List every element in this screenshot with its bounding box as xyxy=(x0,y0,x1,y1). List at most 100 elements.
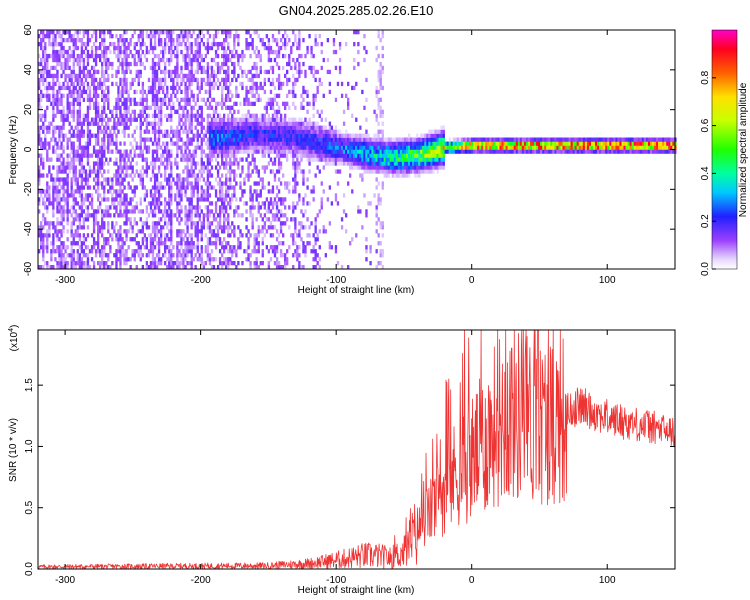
spectrogram-cell xyxy=(279,253,283,258)
spectrogram-cell xyxy=(216,129,220,134)
spectrogram-cell xyxy=(157,65,161,71)
spectrogram-cell xyxy=(170,38,173,43)
spectrogram-cell xyxy=(60,113,63,118)
spectrogram-cell xyxy=(227,249,230,254)
spectrogram-cell xyxy=(170,229,173,234)
spectrogram-cell xyxy=(342,137,346,142)
spectrogram-cell xyxy=(300,93,303,98)
spectrogram-cell xyxy=(379,61,382,67)
spectrogram-cell xyxy=(115,97,118,102)
spectrogram-cell xyxy=(251,225,254,230)
spectrogram-cell xyxy=(184,177,187,182)
spectrogram-cell xyxy=(188,209,191,214)
spectrogram-cell xyxy=(210,157,214,162)
spectrogram-cell xyxy=(316,153,319,158)
spectrogram-cell xyxy=(202,265,206,270)
spectrogram-cell xyxy=(78,193,82,198)
spectrogram-cell xyxy=(72,101,75,106)
spectrogram-cell xyxy=(192,257,195,262)
spectrogram-cell xyxy=(58,205,61,210)
spectrogram-cell xyxy=(279,201,283,206)
spectrogram-cell xyxy=(164,129,167,134)
spectrogram-cell xyxy=(294,38,297,43)
spectrogram-cell xyxy=(115,149,118,154)
spectrogram-cell xyxy=(127,229,130,234)
spectrogram-cell xyxy=(235,121,238,126)
spectrogram-cell xyxy=(271,201,275,206)
spectrogram-cell xyxy=(277,265,281,270)
spectrogram-cell xyxy=(160,42,163,47)
spectrogram-cell xyxy=(135,145,138,150)
spectrogram-cell xyxy=(241,137,244,142)
spectrogram-cell xyxy=(259,117,262,122)
spectrogram-cell xyxy=(103,101,106,106)
spectrogram-cell xyxy=(253,165,256,170)
spectrogram-cell xyxy=(206,69,210,75)
spectrogram-cell xyxy=(182,257,185,262)
spectrogram-cell xyxy=(151,249,155,254)
spectrogram-cell xyxy=(361,165,364,170)
spectrogram-cell xyxy=(312,141,315,146)
spectrogram-cell xyxy=(373,133,376,138)
spectrogram-cell xyxy=(186,213,189,218)
spectrogram-cell xyxy=(97,93,100,98)
spectrogram-cell xyxy=(180,113,183,118)
spectrogram-cell xyxy=(353,85,356,91)
spectrogram-cell xyxy=(328,157,332,162)
spectrogram-cell xyxy=(162,85,165,91)
spectrogram-cell xyxy=(164,221,167,226)
spectrogram-cell xyxy=(328,125,332,130)
spectrogram-cell xyxy=(166,89,169,95)
spectrogram-cell xyxy=(349,165,352,170)
spectrogram-cell xyxy=(342,133,346,138)
spectrogram-cell xyxy=(64,189,67,194)
spectrogram-cell xyxy=(255,65,258,71)
spectrogram-cell xyxy=(72,113,75,118)
spectrogram-cell xyxy=(172,245,175,250)
spectrogram-cell xyxy=(288,38,291,43)
spectrogram-cell xyxy=(214,101,218,106)
spectrogram-cell xyxy=(269,189,273,194)
spectrogram-cell xyxy=(184,189,187,194)
spectrogram-cell xyxy=(172,177,175,182)
spectrogram-cell xyxy=(308,129,311,134)
spectrogram-cell xyxy=(263,169,267,174)
spectrogram-cell xyxy=(48,165,51,170)
spectrogram-cell xyxy=(200,185,203,190)
spectrogram-cell xyxy=(60,125,63,130)
spectrogram-cell xyxy=(105,145,108,150)
spectrogram-cell xyxy=(312,125,315,130)
spectrogram-cell xyxy=(64,133,67,138)
spectrogram-cell xyxy=(306,137,309,142)
spectrogram-cell xyxy=(186,93,189,98)
spectrogram-cell xyxy=(192,205,195,210)
spectrogram-cell xyxy=(92,185,96,190)
spectrogram-cell xyxy=(176,61,179,67)
spectrogram-cell xyxy=(123,45,126,51)
spectrogram-cell xyxy=(332,42,336,47)
spectrogram-cell xyxy=(277,85,281,91)
spectrogram-cell xyxy=(292,73,295,79)
spectrogram-cell xyxy=(381,225,384,230)
spectrogram-cell xyxy=(237,109,240,114)
spectrogram-cell xyxy=(265,117,269,122)
spectrogram-cell xyxy=(40,113,43,118)
spectrogram-cell xyxy=(58,34,61,39)
spectrogram-cell xyxy=(141,97,145,102)
spectrogram-cell xyxy=(164,205,167,210)
spectrogram-cell xyxy=(76,249,79,254)
spectrogram-cell xyxy=(322,157,325,162)
spectrogram-cell xyxy=(125,30,128,35)
spectrogram-cell xyxy=(379,253,382,258)
spectrogram-cell xyxy=(182,53,185,59)
spectrogram-cell xyxy=(231,137,234,142)
spectrogram-cell xyxy=(145,245,149,250)
spectrogram-cell xyxy=(298,245,301,250)
spectrogram-cell xyxy=(82,225,86,230)
spectrogram-cell xyxy=(371,153,374,158)
spectrogram-cell xyxy=(123,197,126,202)
spectrogram-cell xyxy=(52,109,55,114)
spectrogram-cell xyxy=(60,109,63,114)
spectrogram-cell xyxy=(218,177,222,182)
spectrogram-cell xyxy=(115,189,118,194)
